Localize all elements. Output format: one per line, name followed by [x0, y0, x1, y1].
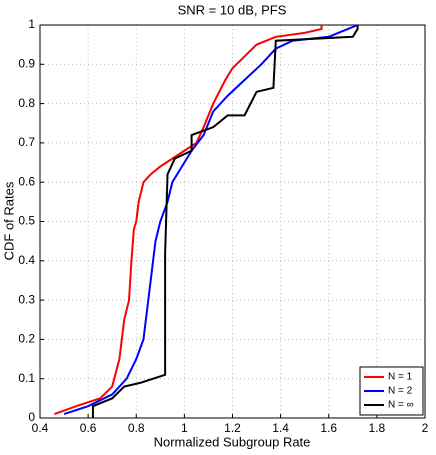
legend-label: N = ∞	[388, 400, 414, 411]
data-line	[54, 25, 323, 416]
y-tick-label: 0.2	[18, 332, 35, 346]
x-tick-label: 1.4	[272, 421, 289, 435]
data-line	[91, 25, 359, 418]
x-tick-label: 0.4	[32, 421, 49, 435]
y-tick-label: 0.1	[18, 371, 35, 385]
y-tick-label: 0.9	[18, 56, 35, 70]
x-tick-label: 0.8	[128, 421, 145, 435]
x-tick-label: 1.6	[320, 421, 337, 435]
y-tick-label: 1	[28, 17, 35, 31]
y-tick-label: 0.7	[18, 135, 35, 149]
y-tick-label: 0.5	[18, 214, 35, 228]
plot-frame	[39, 24, 426, 419]
x-axis-label: Normalized Subgroup Rate	[154, 434, 311, 449]
y-tick-label: 0	[28, 410, 35, 424]
y-tick-label: 0.8	[18, 96, 35, 110]
x-tick-label: 1	[181, 421, 188, 435]
y-tick-label: 0.3	[18, 292, 35, 306]
y-tick-label: 0.4	[18, 253, 35, 267]
legend: N = 1 N = 2 N = ∞	[359, 366, 424, 416]
y-axis-label: CDF of Rates	[1, 181, 16, 260]
legend-label: N = 2	[388, 386, 413, 397]
x-tick-label: 0.6	[80, 421, 97, 435]
y-tick-label: 0.6	[18, 174, 35, 188]
x-tick-label: 1.8	[369, 421, 386, 435]
data-line	[63, 24, 359, 416]
x-tick-label: 2	[422, 421, 429, 435]
legend-label: N = 1	[388, 372, 413, 383]
x-tick-label: 1.2	[224, 421, 241, 435]
chart-title: SNR = 10 dB, PFS	[178, 2, 287, 17]
